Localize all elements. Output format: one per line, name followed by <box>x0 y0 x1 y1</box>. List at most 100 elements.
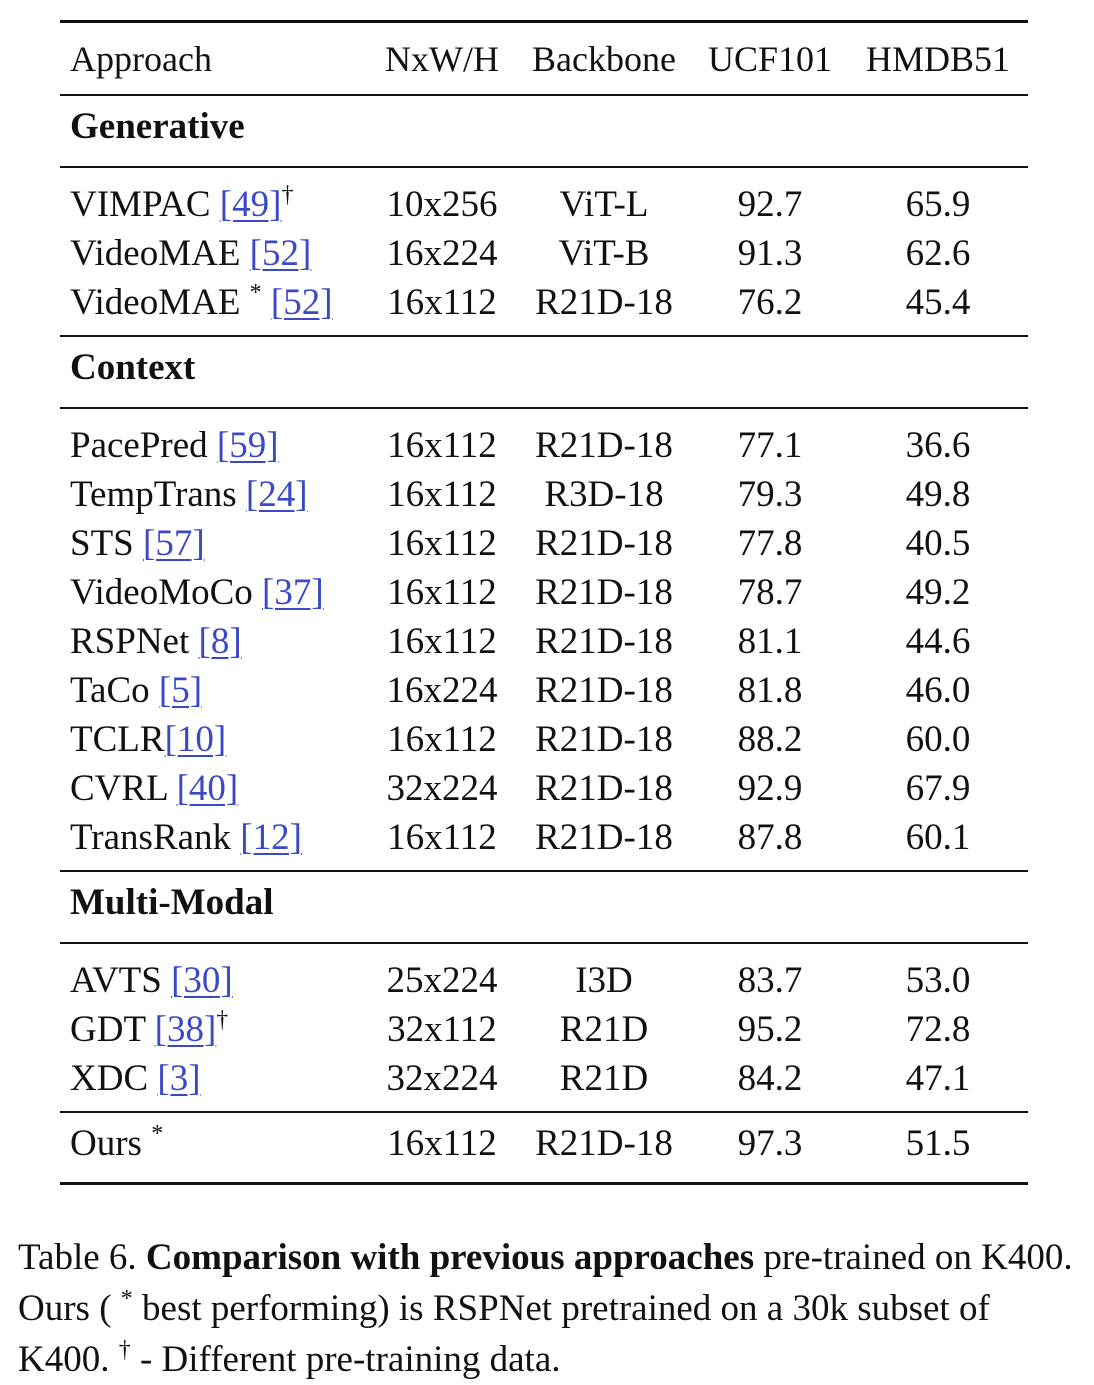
resolution-cell: 16x112 <box>387 817 497 858</box>
footnote-mark: † <box>216 1007 229 1033</box>
caption-text-1: pre-trained on K400. Ours ( <box>18 1237 1073 1329</box>
hmdb51-cell: 67.9 <box>905 768 971 809</box>
footnote-mark: † <box>281 182 294 208</box>
approach-cell: TCLR[10] <box>70 717 226 763</box>
hmdb51-cell: 60.1 <box>905 817 971 858</box>
table-row: PacePred [59] 16x112 R21D-18 77.1 36.6 <box>0 423 1094 469</box>
citation-link: [37] <box>262 572 324 613</box>
header-hmdb51: HMDB51 <box>865 39 1011 79</box>
hmdb51-cell: 47.1 <box>905 1058 971 1099</box>
citation-link: [52] <box>270 282 333 323</box>
citation-link: [8] <box>198 621 242 662</box>
backbone-cell: R21D <box>559 1058 649 1099</box>
resolution-cell: 16x112 <box>387 523 497 564</box>
caption-star: * <box>120 1286 133 1312</box>
bottom-rule <box>60 1182 1028 1185</box>
hmdb51-cell: 51.5 <box>905 1123 971 1164</box>
resolution-cell: 32x224 <box>386 1058 498 1099</box>
approach-name: STS <box>70 523 134 564</box>
resolution-cell: 16x224 <box>386 670 498 711</box>
approach-cell: CVRL [40] <box>70 766 238 812</box>
citation-link: [52] <box>249 233 312 274</box>
citation-link: [57] <box>143 523 205 564</box>
backbone-cell: R21D-18 <box>535 1123 673 1164</box>
hmdb51-cell: 72.8 <box>905 1009 971 1050</box>
caption-label: Table 6. <box>18 1237 137 1278</box>
table-row: VideoMoCo [37] 16x112 R21D-18 78.7 49.2 <box>0 570 1094 616</box>
approach-name: RSPNet <box>70 621 190 662</box>
approach-name: VideoMAE <box>70 233 241 274</box>
citation-link: [3] <box>157 1058 201 1099</box>
section-rule <box>60 942 1028 944</box>
citation-link: [38] <box>154 1009 217 1050</box>
ucf101-cell: 92.9 <box>737 768 803 809</box>
resolution-cell: 16x112 <box>387 1123 497 1164</box>
table-row: RSPNet [8] 16x112 R21D-18 81.1 44.6 <box>0 619 1094 665</box>
citation-link: [10] <box>164 719 227 760</box>
approach-cell: VideoMAE * [52] <box>70 280 333 326</box>
approach-cell: TaCo [5] <box>70 668 202 714</box>
header-row: Approach NxW/H Backbone UCF101 HMDB51 <box>0 36 1094 82</box>
ours-rule <box>60 1111 1028 1113</box>
hmdb51-cell: 60.0 <box>905 719 971 760</box>
approach-name: XDC <box>70 1058 149 1099</box>
resolution-cell: 16x112 <box>387 572 497 613</box>
approach-cell: STS [57] <box>70 521 205 567</box>
header-ucf101: UCF101 <box>707 39 833 79</box>
approach-cell: PacePred [59] <box>70 423 279 469</box>
approach-name: CVRL <box>70 768 168 809</box>
section-title: Generative <box>70 106 245 147</box>
resolution-cell: 16x224 <box>386 233 498 274</box>
resolution-cell: 32x112 <box>387 1009 497 1050</box>
section-rule <box>60 94 1028 96</box>
ucf101-cell: 77.8 <box>737 523 803 564</box>
caption-bold: Comparison with previous approaches <box>145 1237 755 1278</box>
resolution-cell: 25x224 <box>386 960 498 1001</box>
approach-cell: VideoMoCo [37] <box>70 570 324 616</box>
resolution-cell: 16x112 <box>387 425 497 466</box>
backbone-cell: R21D-18 <box>535 719 673 760</box>
approach-cell: AVTS [30] <box>70 958 233 1004</box>
table-row: CVRL [40] 32x224 R21D-18 92.9 67.9 <box>0 766 1094 812</box>
ours-row: Ours * 16x112 R21D-18 97.3 51.5 <box>0 1121 1094 1167</box>
table-row: XDC [3] 32x224 R21D 84.2 47.1 <box>0 1056 1094 1102</box>
approach-name: VIMPAC <box>70 184 211 225</box>
section-title: Multi-Modal <box>70 882 274 923</box>
backbone-cell: ViT-B <box>558 233 650 274</box>
table-row: TempTrans [24] 16x112 R3D-18 79.3 49.8 <box>0 472 1094 518</box>
caption-text-3: - Different pre-training data. <box>139 1339 561 1380</box>
backbone-cell: R21D-18 <box>535 282 673 323</box>
resolution-cell: 10x256 <box>386 184 498 225</box>
hmdb51-cell: 53.0 <box>905 960 971 1001</box>
ucf101-cell: 81.8 <box>737 670 803 711</box>
approach-cell: RSPNet [8] <box>70 619 242 665</box>
resolution-cell: 16x112 <box>387 621 497 662</box>
backbone-cell: R21D-18 <box>535 572 673 613</box>
table-row: TCLR[10] 16x112 R21D-18 88.2 60.0 <box>0 717 1094 763</box>
footnote-mark: * <box>249 280 262 306</box>
approach-name: VideoMoCo <box>70 572 253 613</box>
approach-cell: VIMPAC [49]† <box>70 182 293 228</box>
citation-link: [5] <box>158 670 203 711</box>
backbone-cell: R21D-18 <box>535 425 673 466</box>
section-rule <box>60 335 1028 337</box>
hmdb51-cell: 62.6 <box>905 233 971 274</box>
ucf101-cell: 77.1 <box>737 425 803 466</box>
citation-link: [59] <box>216 425 279 466</box>
hmdb51-cell: 40.5 <box>905 523 971 564</box>
hmdb51-cell: 44.6 <box>905 621 971 662</box>
backbone-cell: ViT-L <box>559 184 649 225</box>
hmdb51-cell: 45.4 <box>905 282 971 323</box>
approach-cell: XDC [3] <box>70 1056 201 1102</box>
approach-cell: TransRank [12] <box>70 815 302 861</box>
ucf101-cell: 95.2 <box>737 1009 803 1050</box>
backbone-cell: R21D <box>559 1009 649 1050</box>
approach-cell: GDT [38]† <box>70 1007 228 1053</box>
approach-name: Ours <box>70 1123 142 1164</box>
section-rule <box>60 870 1028 872</box>
section-title: Context <box>70 347 196 388</box>
ucf101-cell: 84.2 <box>737 1058 803 1099</box>
table-row: VideoMAE [52] 16x224 ViT-B 91.3 62.6 <box>0 231 1094 277</box>
hmdb51-cell: 36.6 <box>905 425 971 466</box>
resolution-cell: 16x112 <box>387 474 497 515</box>
